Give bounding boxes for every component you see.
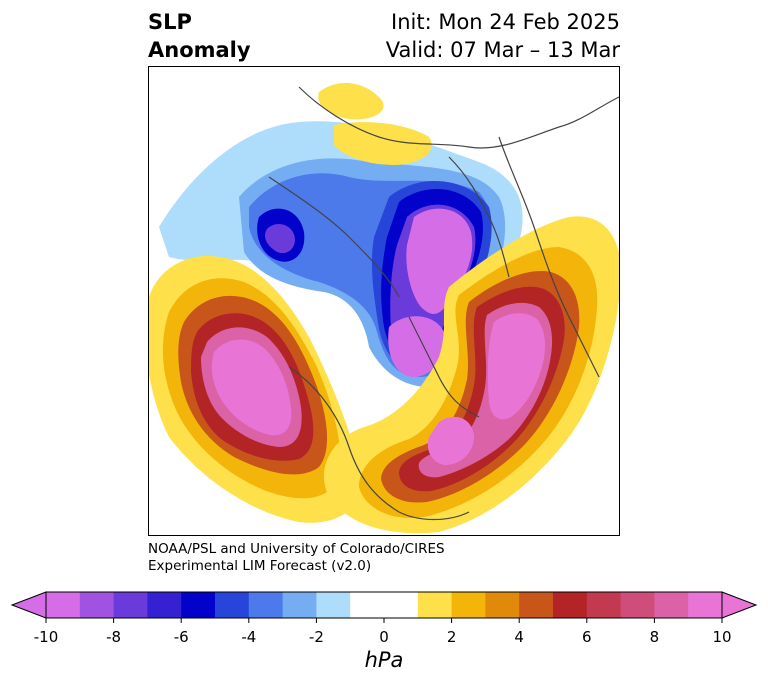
colorbar-swatch bbox=[79, 592, 115, 618]
colorbar-swatch bbox=[485, 592, 520, 618]
colorbar-tick-label: 8 bbox=[649, 628, 660, 646]
colorbar-swatch bbox=[46, 592, 81, 618]
map-title: SLP Anomaly bbox=[148, 8, 251, 64]
credit-line-2: Experimental LIM Forecast (v2.0) bbox=[148, 558, 372, 574]
colorbar-tick-label: 10 bbox=[712, 628, 732, 646]
credit-text: NOAA/PSL and University of Colorado/CIRE… bbox=[148, 541, 445, 575]
colorbar-svg bbox=[10, 591, 758, 623]
colorbar-swatch bbox=[688, 592, 723, 618]
init-date: Init: Mon 24 Feb 2025 bbox=[391, 10, 620, 34]
colorbar-swatch bbox=[586, 592, 622, 618]
anomaly-pos-6 bbox=[211, 339, 292, 436]
colorbar-tick-label: -2 bbox=[308, 628, 324, 646]
title-line-1: SLP bbox=[148, 10, 192, 34]
colorbar-swatch bbox=[282, 592, 317, 618]
colorbar-extend-min bbox=[10, 591, 47, 619]
anomaly-neg-10 bbox=[265, 224, 295, 254]
colorbar-swatch bbox=[620, 592, 655, 618]
anomaly-pos-13 bbox=[427, 416, 475, 465]
colorbar-tick-label: 4 bbox=[514, 628, 524, 646]
coastlines bbox=[268, 86, 619, 521]
colorbar-swatch bbox=[215, 592, 250, 618]
date-info: Init: Mon 24 Feb 2025 Valid: 07 Mar – 13… bbox=[386, 8, 620, 64]
colorbar-swatch bbox=[384, 592, 419, 618]
colorbar-swatch bbox=[654, 592, 689, 618]
colorbar-tick-label: -8 bbox=[106, 628, 122, 646]
colorbar-extend-max bbox=[721, 591, 758, 619]
colorbar-tick-label: 0 bbox=[379, 628, 389, 646]
colorbar-tick-label: -4 bbox=[241, 628, 257, 646]
anomaly-pos-14 bbox=[318, 82, 384, 120]
colorbar-swatch bbox=[147, 592, 182, 618]
map-svg bbox=[149, 82, 619, 534]
colorbar-unit: hPa bbox=[364, 648, 404, 672]
anomaly-map bbox=[148, 66, 620, 536]
colorbar-swatch bbox=[519, 592, 554, 618]
colorbar-tick-label: 6 bbox=[582, 628, 592, 646]
colorbar-swatch bbox=[417, 592, 453, 618]
colorbar-swatch bbox=[451, 592, 486, 618]
colorbar-swatch bbox=[113, 592, 148, 618]
colorbar-tick-label: -6 bbox=[173, 628, 189, 646]
credit-line-1: NOAA/PSL and University of Colorado/CIRE… bbox=[148, 541, 445, 557]
colorbar-swatch bbox=[553, 592, 588, 618]
colorbar-swatch bbox=[181, 592, 216, 618]
title-line-2: Anomaly bbox=[148, 38, 251, 62]
colorbar-swatch bbox=[350, 592, 385, 618]
colorbar-swatch bbox=[248, 592, 284, 618]
colorbar-swatch bbox=[316, 592, 351, 618]
colorbar-tick-label: 2 bbox=[446, 628, 457, 646]
colorbar-tick-label: -10 bbox=[33, 628, 59, 646]
anomaly-pos-15 bbox=[334, 122, 432, 165]
valid-dates: Valid: 07 Mar – 13 Mar bbox=[385, 38, 620, 62]
colorbar bbox=[0, 588, 768, 658]
anomaly-pos-12 bbox=[487, 313, 545, 420]
